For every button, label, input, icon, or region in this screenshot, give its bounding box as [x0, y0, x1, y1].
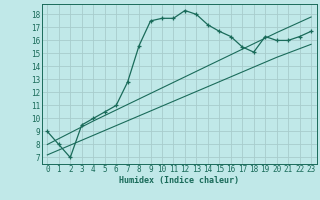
X-axis label: Humidex (Indice chaleur): Humidex (Indice chaleur) [119, 176, 239, 185]
